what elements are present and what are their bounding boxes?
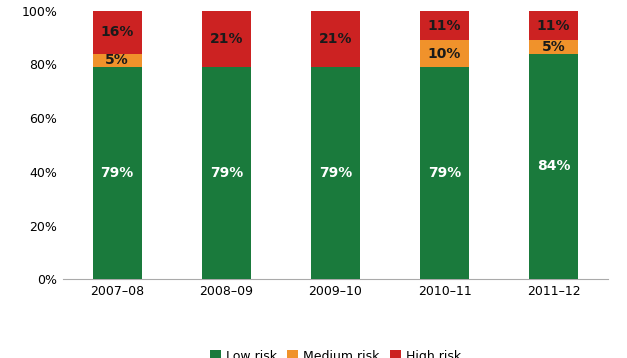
Bar bbox=[93, 11, 142, 54]
Bar bbox=[202, 67, 251, 279]
Bar bbox=[311, 67, 360, 279]
Bar bbox=[93, 67, 142, 279]
Bar bbox=[311, 11, 360, 67]
Text: 5%: 5% bbox=[105, 53, 129, 67]
Bar bbox=[529, 40, 578, 54]
Bar bbox=[202, 11, 251, 67]
Text: 79%: 79% bbox=[428, 166, 461, 180]
Text: 79%: 79% bbox=[319, 166, 352, 180]
Bar bbox=[420, 11, 469, 40]
Text: 79%: 79% bbox=[209, 166, 243, 180]
Bar bbox=[420, 67, 469, 279]
Text: 11%: 11% bbox=[428, 19, 461, 33]
Bar bbox=[529, 54, 578, 279]
Text: 21%: 21% bbox=[319, 32, 352, 46]
Bar bbox=[93, 54, 142, 67]
Text: 5%: 5% bbox=[542, 40, 566, 54]
Text: 10%: 10% bbox=[428, 47, 461, 61]
Bar bbox=[529, 11, 578, 40]
Text: 21%: 21% bbox=[209, 32, 243, 46]
Text: 11%: 11% bbox=[537, 19, 571, 33]
Text: 16%: 16% bbox=[100, 25, 134, 39]
Bar bbox=[420, 40, 469, 67]
Legend: Low risk, Medium risk, High risk: Low risk, Medium risk, High risk bbox=[205, 344, 466, 358]
Text: 79%: 79% bbox=[100, 166, 134, 180]
Text: 84%: 84% bbox=[537, 159, 571, 174]
